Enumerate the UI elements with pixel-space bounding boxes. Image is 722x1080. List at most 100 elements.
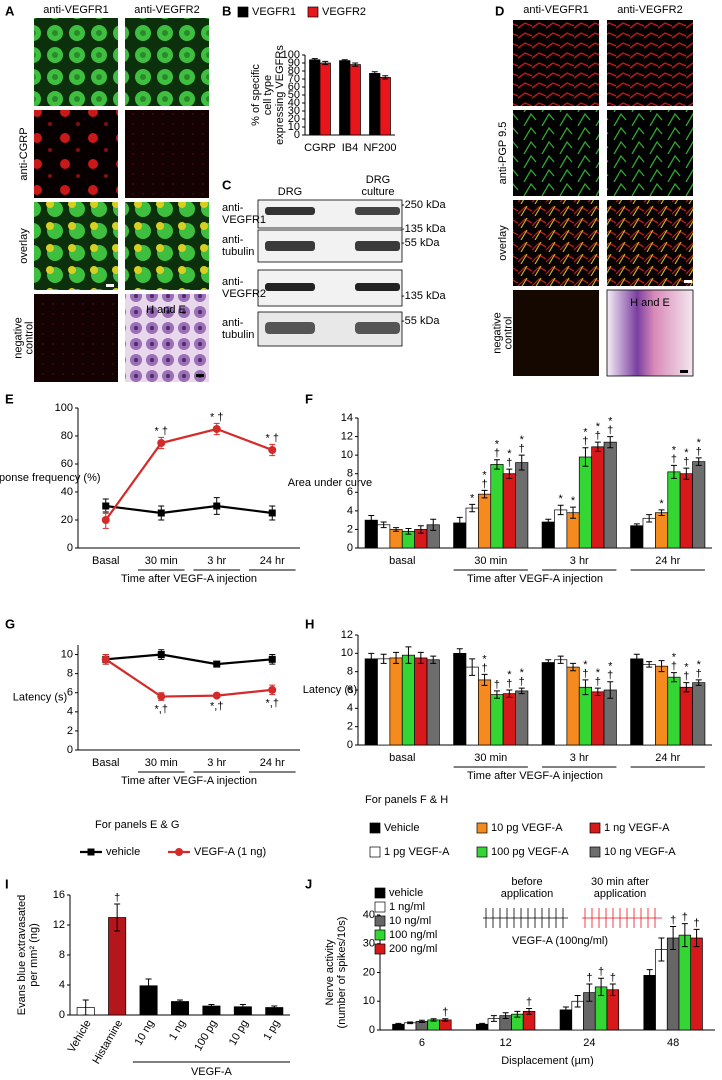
legend-label: VEGF-A (1 ng) (194, 846, 266, 858)
significance-mark: † (683, 456, 689, 468)
y-tick-label: 6 (67, 687, 73, 699)
y-tick-label: 20 (61, 514, 73, 526)
panel-label: B (222, 3, 231, 18)
significance-mark: † (506, 457, 512, 469)
error-bar (469, 658, 476, 676)
error-bar (582, 447, 589, 467)
bar (502, 473, 516, 549)
significance-mark: * (608, 415, 613, 427)
significance-mark: † (481, 662, 487, 674)
error-bar (545, 518, 552, 526)
marker (101, 655, 110, 664)
bar (642, 663, 656, 746)
y-tick-label: 2 (347, 721, 353, 733)
size-marker: -250 kDa (401, 199, 447, 211)
significance-mark: † (526, 996, 532, 1008)
x-tick-label: 30 min (145, 757, 178, 769)
scale-bars (106, 280, 692, 377)
blot-label: anti- (222, 317, 244, 329)
error-bar (114, 903, 121, 932)
stain-label: H and E (630, 297, 670, 309)
bar (630, 525, 644, 549)
bar (541, 662, 555, 746)
bar (655, 949, 668, 1031)
x-group-label: VEGF-A (191, 1066, 233, 1078)
lane-label: DRG (278, 186, 302, 198)
x-tick-label: 3 hr (570, 752, 589, 764)
x-axis-label: Time after VEGF-A injection (467, 770, 603, 782)
bar (389, 529, 403, 549)
panel-a-images (34, 18, 209, 382)
inset-label: 30 min after (591, 876, 649, 888)
bar (349, 64, 361, 136)
error-bar (368, 652, 375, 665)
bar (369, 73, 381, 136)
x-tick-label: 24 hr (655, 555, 680, 567)
bar (591, 691, 605, 746)
bar (541, 521, 555, 549)
bar (379, 77, 391, 136)
column-title: anti-VEGFR1 (43, 4, 108, 16)
significance-mark: † (519, 676, 525, 688)
y-tick-label: 30 (288, 105, 300, 117)
legend-swatch (589, 846, 601, 858)
significance-mark: † (694, 917, 700, 929)
significance-mark: † (519, 443, 525, 455)
x-tick-label: 6 (419, 1037, 425, 1049)
x-tick-label: Vehicle (66, 1018, 94, 1055)
error-bar (658, 660, 665, 673)
error-bar (574, 995, 581, 1008)
legend-swatch (589, 822, 601, 834)
x-tick-label: Basal (92, 555, 120, 567)
error-bar (526, 1007, 533, 1015)
y-axis-label: Latency (s) (13, 691, 67, 703)
row-label: anti-CGRP (18, 127, 30, 180)
inset-label: VEGF-A (100ng/ml) (512, 935, 608, 947)
blot-label: tubulin (222, 329, 254, 341)
x-axis-label: Time after VEGF-A injection (467, 573, 603, 585)
bar (655, 512, 669, 549)
marker (268, 685, 277, 694)
error-bar (586, 983, 593, 1002)
bar (690, 937, 703, 1031)
column-title: anti-VEGFR1 (523, 4, 588, 16)
legend-swatch (476, 846, 488, 858)
legend-swatch (374, 901, 386, 913)
error-bar (405, 528, 412, 535)
bar (591, 446, 605, 549)
bar (465, 666, 479, 746)
significance-mark: * (684, 662, 689, 674)
bar (490, 464, 504, 549)
bar (515, 690, 529, 746)
significance-mark: *,† (266, 698, 279, 710)
size-marker: -135 kDa (401, 290, 447, 302)
legend-title: For panels F & H (365, 794, 448, 806)
error-bar (582, 679, 589, 696)
y-tick-label: 0 (369, 1024, 375, 1036)
x-tick-label: basal (389, 752, 415, 764)
error-bar (658, 509, 665, 516)
inset-label: before (511, 876, 542, 888)
bar (667, 676, 681, 746)
row-label: overlay (497, 225, 509, 261)
bar (401, 654, 415, 746)
significance-mark: † (671, 453, 677, 465)
line (105, 653, 273, 666)
blot-label: anti- (222, 234, 244, 246)
significance-mark: * (672, 651, 677, 663)
significance-mark: * (482, 653, 487, 665)
legend-swatch (476, 822, 488, 834)
error-bar (481, 489, 488, 499)
significance-mark: † (607, 424, 613, 436)
significance-mark: † (696, 446, 702, 458)
lane-label: culture (361, 186, 394, 198)
significance-mark: * (659, 498, 664, 510)
error-bar (514, 1010, 521, 1018)
size-marker: -55 kDa (401, 237, 440, 249)
y-tick-label: 12 (53, 919, 65, 931)
y-tick-label: 10 (341, 647, 353, 659)
error-bar (469, 503, 476, 513)
marker (157, 509, 165, 517)
error-bar (417, 525, 424, 534)
error-bar (683, 682, 690, 693)
